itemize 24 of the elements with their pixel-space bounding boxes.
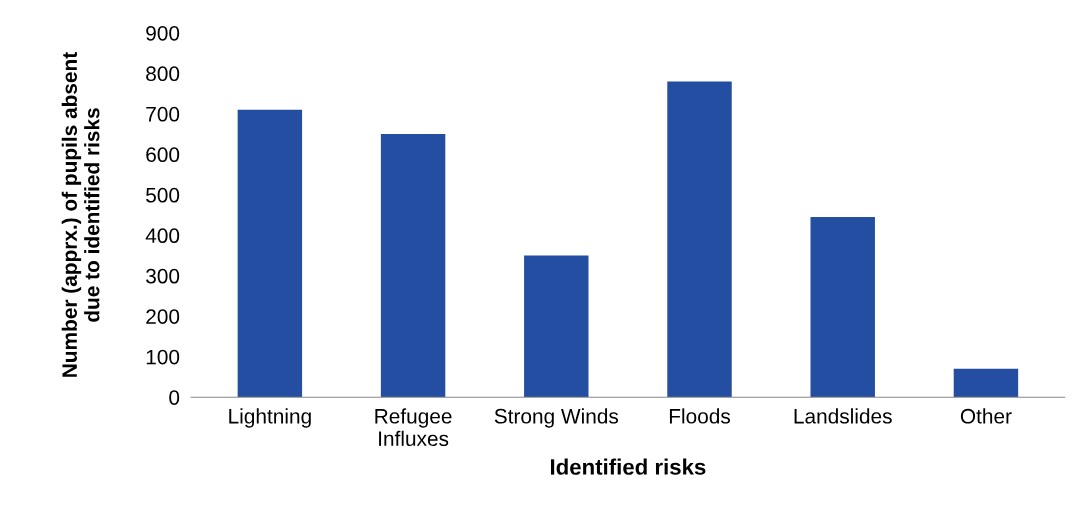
y-tick-label: 900 [146, 25, 180, 41]
x-tick-label: Landslides [794, 408, 892, 424]
x-axis-title: Identified risks [550, 458, 706, 475]
bar [667, 81, 732, 398]
bar [237, 109, 303, 398]
bar [953, 368, 1019, 398]
x-tick-label: Other [960, 408, 1012, 424]
bar [524, 255, 589, 398]
bar [810, 217, 875, 398]
y-tick-label: 100 [146, 349, 180, 365]
bar [380, 134, 446, 398]
x-tick-label: Lightning [229, 408, 311, 428]
y-tick-label: 0 [169, 390, 180, 405]
y-tick-label: 600 [146, 147, 180, 163]
x-tick-label: Refugee Influxes [375, 408, 452, 447]
y-tick-label: 500 [146, 187, 180, 203]
y-tick-label: 800 [146, 66, 180, 82]
y-tick-label: 400 [145, 228, 180, 244]
x-tick-label: Floods [669, 408, 731, 424]
y-axis-title: Number (apprx.) of pupils absent due to identified risks [61, 52, 100, 377]
y-tick-label: 200 [146, 309, 180, 324]
y-tick-label: 700 [146, 106, 180, 122]
y-tick-label: 300 [146, 268, 180, 284]
x-tick-label: Strong Winds [494, 408, 619, 428]
